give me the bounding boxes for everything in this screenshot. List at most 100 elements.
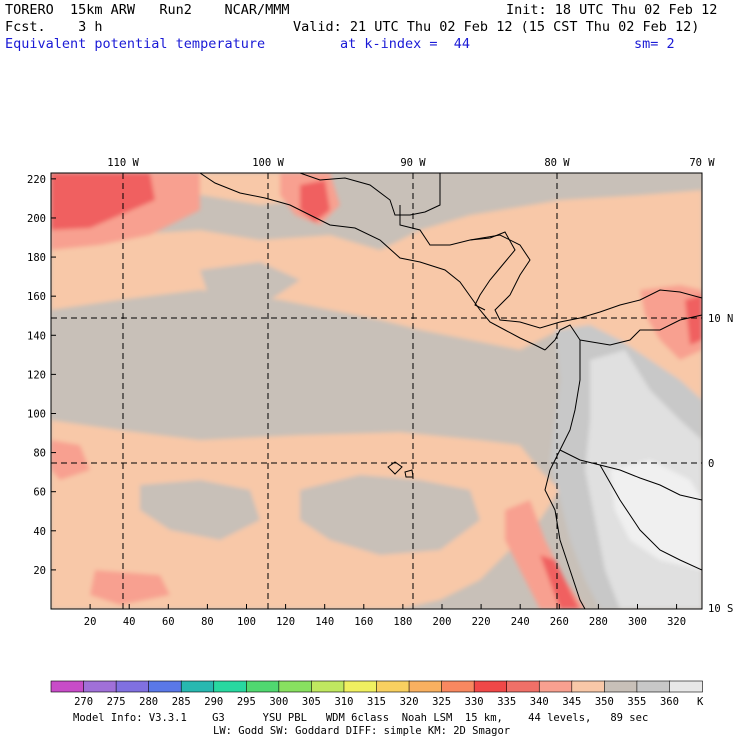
x-axis-ticks: 20 40 60 80 100 120 140 160 180 200 220 240 260 280 30… [84, 604, 686, 628]
x-tick-label: 260 [550, 616, 569, 628]
lon-label-80w: 80 W [544, 157, 570, 169]
colorbar-label: 340 [530, 696, 549, 708]
y-tick-label: 140 [27, 330, 46, 342]
coastline-mexico [199, 173, 546, 351]
colorbar-label: 300 [269, 696, 288, 708]
y-tick-label: 60 [33, 487, 46, 499]
andes-coldest [610, 460, 702, 570]
warm-patch-sw [51, 440, 90, 480]
colorbar-label: 345 [562, 696, 581, 708]
colorbar-swatch [343, 680, 378, 693]
colorbar-label: 270 [74, 696, 93, 708]
colorbar-label: 335 [497, 696, 516, 708]
colorbar-swatch [506, 680, 541, 693]
y-tick-label: 20 [33, 565, 46, 577]
x-tick-label: 320 [667, 616, 686, 628]
lon-label-100w: 100 W [252, 157, 284, 169]
border-colombia [579, 314, 702, 346]
field-name: Equivalent potential temperature [5, 36, 266, 52]
warm-band-upper [51, 190, 702, 350]
colorbar-label: 330 [465, 696, 484, 708]
colorbar-swatch [180, 680, 215, 693]
colorbar-swatch [376, 680, 410, 693]
colorbar-label: 350 [595, 696, 614, 708]
lon-label-70w: 70 W [689, 157, 715, 169]
colorbar-label: 285 [172, 696, 191, 708]
plot-frame [50, 172, 703, 610]
coastline-south-america [544, 324, 586, 609]
colorbar-label: 295 [237, 696, 256, 708]
x-tick-label: 120 [276, 616, 295, 628]
model-title: TORERO 15km ARW Run2 NCAR/MMM [5, 2, 290, 18]
peak-region-ne [685, 295, 702, 345]
coastline-gulf [299, 173, 441, 216]
colorbar-label: 315 [367, 696, 386, 708]
colorbar-swatch [538, 680, 573, 693]
colorbar-swatch [278, 680, 313, 693]
lon-label-110w: 110 W [107, 157, 139, 169]
colorbar-swatch [83, 680, 117, 693]
colorbar-label: 360 [660, 696, 679, 708]
colorbar-swatch [246, 680, 280, 693]
colorbar-swatch [636, 680, 671, 693]
colorbar-swatch [604, 680, 638, 693]
y-tick-label: 120 [27, 369, 46, 381]
lon-labels: 110 W 100 W 90 W 80 W 70 W [107, 157, 715, 169]
colorbar-swatch [441, 680, 475, 693]
y-tick-label: 180 [27, 252, 46, 264]
colorbar-swatch [473, 680, 508, 693]
colorbar-swatch [408, 680, 443, 693]
peak-region-gulf [300, 180, 330, 222]
x-tick-label: 180 [393, 616, 412, 628]
coastlines [199, 173, 702, 609]
x-tick-label: 200 [433, 616, 452, 628]
y-tick-label: 100 [27, 408, 46, 420]
coastline-caribbean [469, 234, 702, 329]
cool-patch-3 [200, 262, 300, 300]
peak-region-coast [540, 555, 580, 609]
cool-patch-2 [300, 475, 480, 555]
x-tick-label: 300 [628, 616, 647, 628]
x-tick-label: 20 [84, 616, 97, 628]
y-axis-ticks: 20 40 60 80 100 120 140 160 180 200 220 [27, 174, 56, 577]
physics-info: LW: Godd SW: Goddard DIFF: simple KM: 2D… [213, 725, 511, 737]
colorbar-swatch [669, 680, 703, 693]
colorbar: 270 275 280 285 290 295 300 305 310 315 320 325 330 3… [50, 680, 703, 708]
latlon-grid [51, 173, 702, 609]
cool-patch-1 [140, 480, 260, 540]
colorbar-label: 320 [400, 696, 419, 708]
forecast-hour: Fcst. 3 h [5, 19, 103, 35]
colorbar-swatch [213, 680, 248, 693]
x-tick-label: 80 [201, 616, 214, 628]
colorbar-label: 325 [432, 696, 451, 708]
init-time: Init: 18 UTC Thu 02 Feb 12 [506, 2, 718, 18]
colorbar-label: 310 [334, 696, 353, 708]
colorbar-label: 355 [627, 696, 646, 708]
x-tick-label: 160 [354, 616, 373, 628]
y-tick-label: 200 [27, 213, 46, 225]
x-tick-label: 240 [511, 616, 530, 628]
lat-labels: 10 N 0 10 S [708, 313, 733, 615]
colorbar-swatch [148, 680, 182, 693]
x-tick-label: 280 [589, 616, 608, 628]
y-tick-label: 80 [33, 448, 46, 460]
y-tick-label: 40 [33, 526, 46, 538]
smoothing-info: sm= 2 [634, 36, 675, 52]
colorbar-label: 305 [302, 696, 321, 708]
lat-label-10n: 10 N [708, 313, 733, 325]
level-info: at k-index = 44 [340, 36, 471, 52]
border-ecuador-peru [559, 449, 702, 501]
colorbar-label: 280 [139, 696, 158, 708]
x-tick-label: 60 [162, 616, 175, 628]
field-shading [51, 173, 702, 609]
colorbar-unit: K [697, 696, 704, 708]
colorbar-swatch [115, 680, 150, 693]
border-peru-brazil [599, 464, 702, 571]
x-tick-label: 100 [237, 616, 256, 628]
colorbar-swatch [50, 680, 85, 693]
x-tick-label: 40 [123, 616, 136, 628]
y-tick-label: 220 [27, 174, 46, 186]
colorbar-label: 290 [204, 696, 223, 708]
colorbar-swatch [311, 680, 345, 693]
